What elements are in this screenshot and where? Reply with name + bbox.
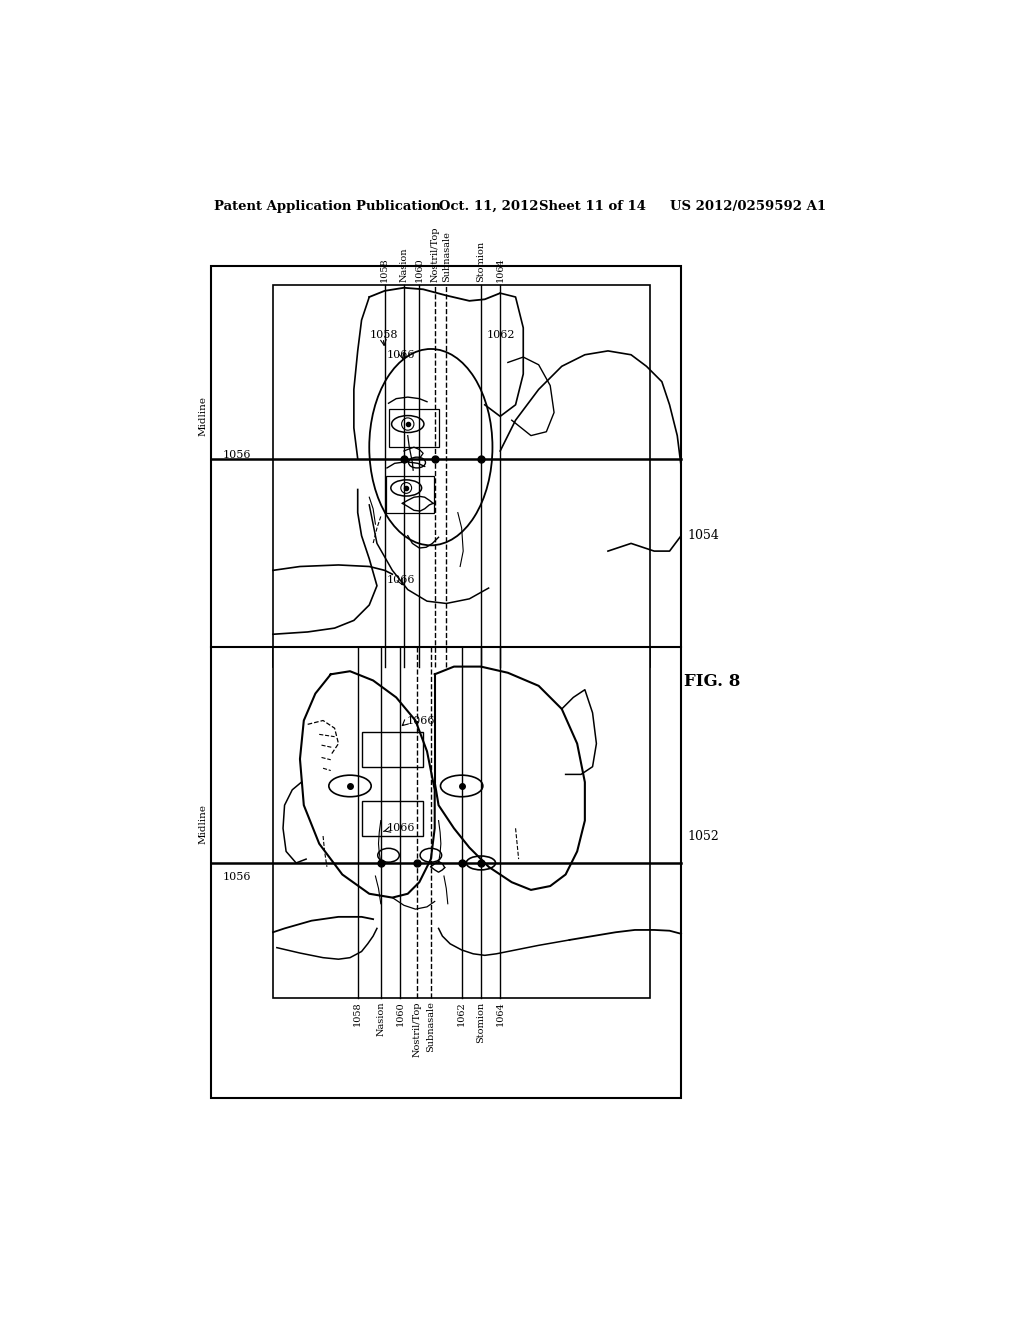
Text: Nostril/Top: Nostril/Top bbox=[413, 1002, 422, 1057]
Text: Subnasale: Subnasale bbox=[426, 1002, 435, 1052]
Text: Stomion: Stomion bbox=[476, 240, 485, 281]
Text: Midline: Midline bbox=[199, 804, 208, 843]
Text: 1066: 1066 bbox=[387, 576, 416, 585]
Text: 1056: 1056 bbox=[223, 450, 252, 459]
Bar bbox=[361, 801, 423, 836]
Text: 1058: 1058 bbox=[380, 257, 389, 281]
Bar bbox=[361, 733, 423, 767]
Text: Midline: Midline bbox=[199, 396, 208, 436]
Bar bbox=[273, 285, 650, 667]
Text: Sheet 11 of 14: Sheet 11 of 14 bbox=[539, 199, 646, 213]
Text: 1058: 1058 bbox=[370, 330, 397, 341]
Bar bbox=[386, 475, 434, 512]
Text: Patent Application Publication: Patent Application Publication bbox=[214, 199, 440, 213]
Text: 1058: 1058 bbox=[353, 1002, 362, 1026]
Text: Nostril/Top: Nostril/Top bbox=[430, 226, 439, 281]
Text: 1066: 1066 bbox=[407, 715, 435, 726]
Text: 1062: 1062 bbox=[486, 330, 515, 341]
Bar bbox=[273, 647, 650, 998]
Text: 1060: 1060 bbox=[415, 257, 424, 281]
Text: 1054: 1054 bbox=[687, 529, 719, 543]
Text: Stomion: Stomion bbox=[476, 1002, 485, 1043]
Bar bbox=[211, 267, 681, 1098]
Text: Nasion: Nasion bbox=[399, 247, 409, 281]
Text: 1066: 1066 bbox=[387, 350, 416, 360]
Text: Subnasale: Subnasale bbox=[441, 231, 451, 281]
Text: US 2012/0259592 A1: US 2012/0259592 A1 bbox=[670, 199, 825, 213]
Text: 1052: 1052 bbox=[687, 829, 719, 842]
Text: 1066: 1066 bbox=[387, 824, 416, 833]
Text: 1060: 1060 bbox=[395, 1002, 404, 1026]
Text: 1056: 1056 bbox=[223, 871, 252, 882]
Bar bbox=[388, 409, 438, 447]
Text: 1064: 1064 bbox=[496, 1002, 505, 1027]
Text: Nasion: Nasion bbox=[376, 1002, 385, 1036]
Text: FIG. 8: FIG. 8 bbox=[684, 673, 740, 690]
Text: 1062: 1062 bbox=[457, 1002, 466, 1027]
Text: Oct. 11, 2012: Oct. 11, 2012 bbox=[438, 199, 538, 213]
Text: 1064: 1064 bbox=[496, 257, 505, 281]
